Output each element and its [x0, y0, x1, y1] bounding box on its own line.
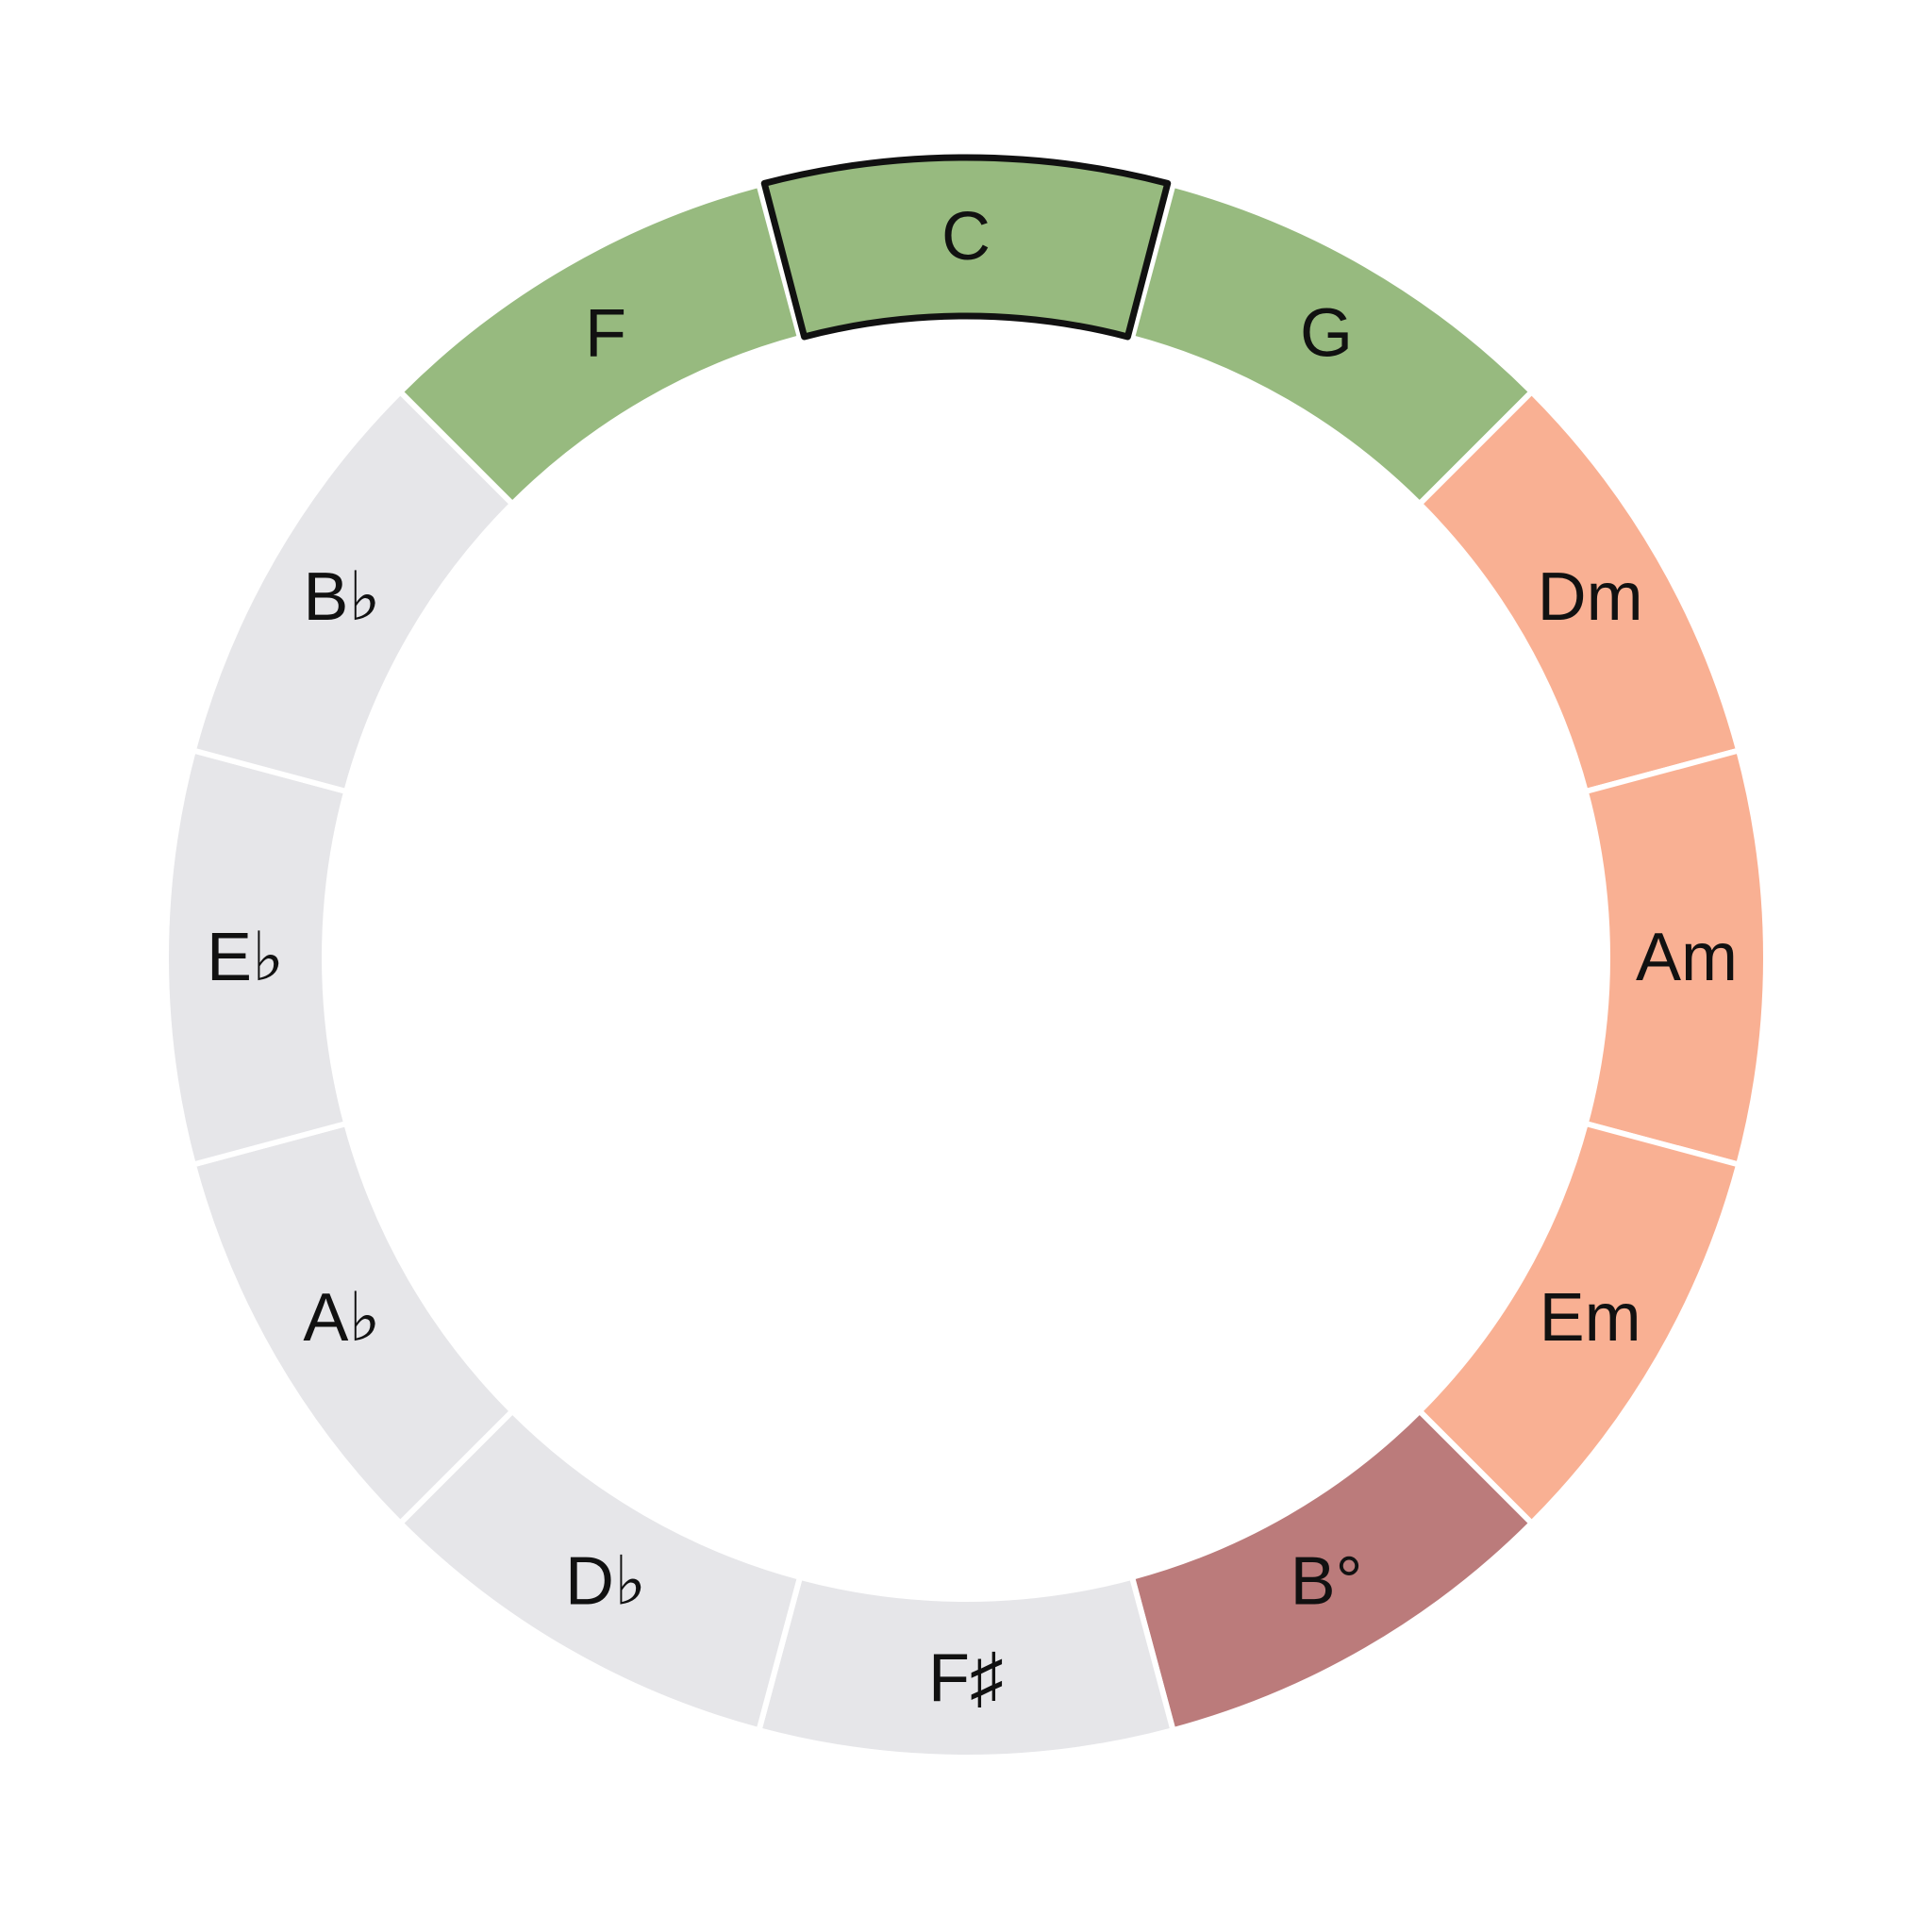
- segment-e-flat[interactable]: [163, 746, 350, 1169]
- segment-f[interactable]: [396, 181, 804, 508]
- segments-layer: [163, 155, 1769, 1760]
- selected-layer: [760, 154, 1172, 341]
- segment-c[interactable]: [755, 155, 1177, 341]
- selected-segment-outline: [760, 154, 1172, 341]
- segment-f-sharp[interactable]: [755, 1574, 1177, 1760]
- segment-am[interactable]: [1582, 746, 1769, 1169]
